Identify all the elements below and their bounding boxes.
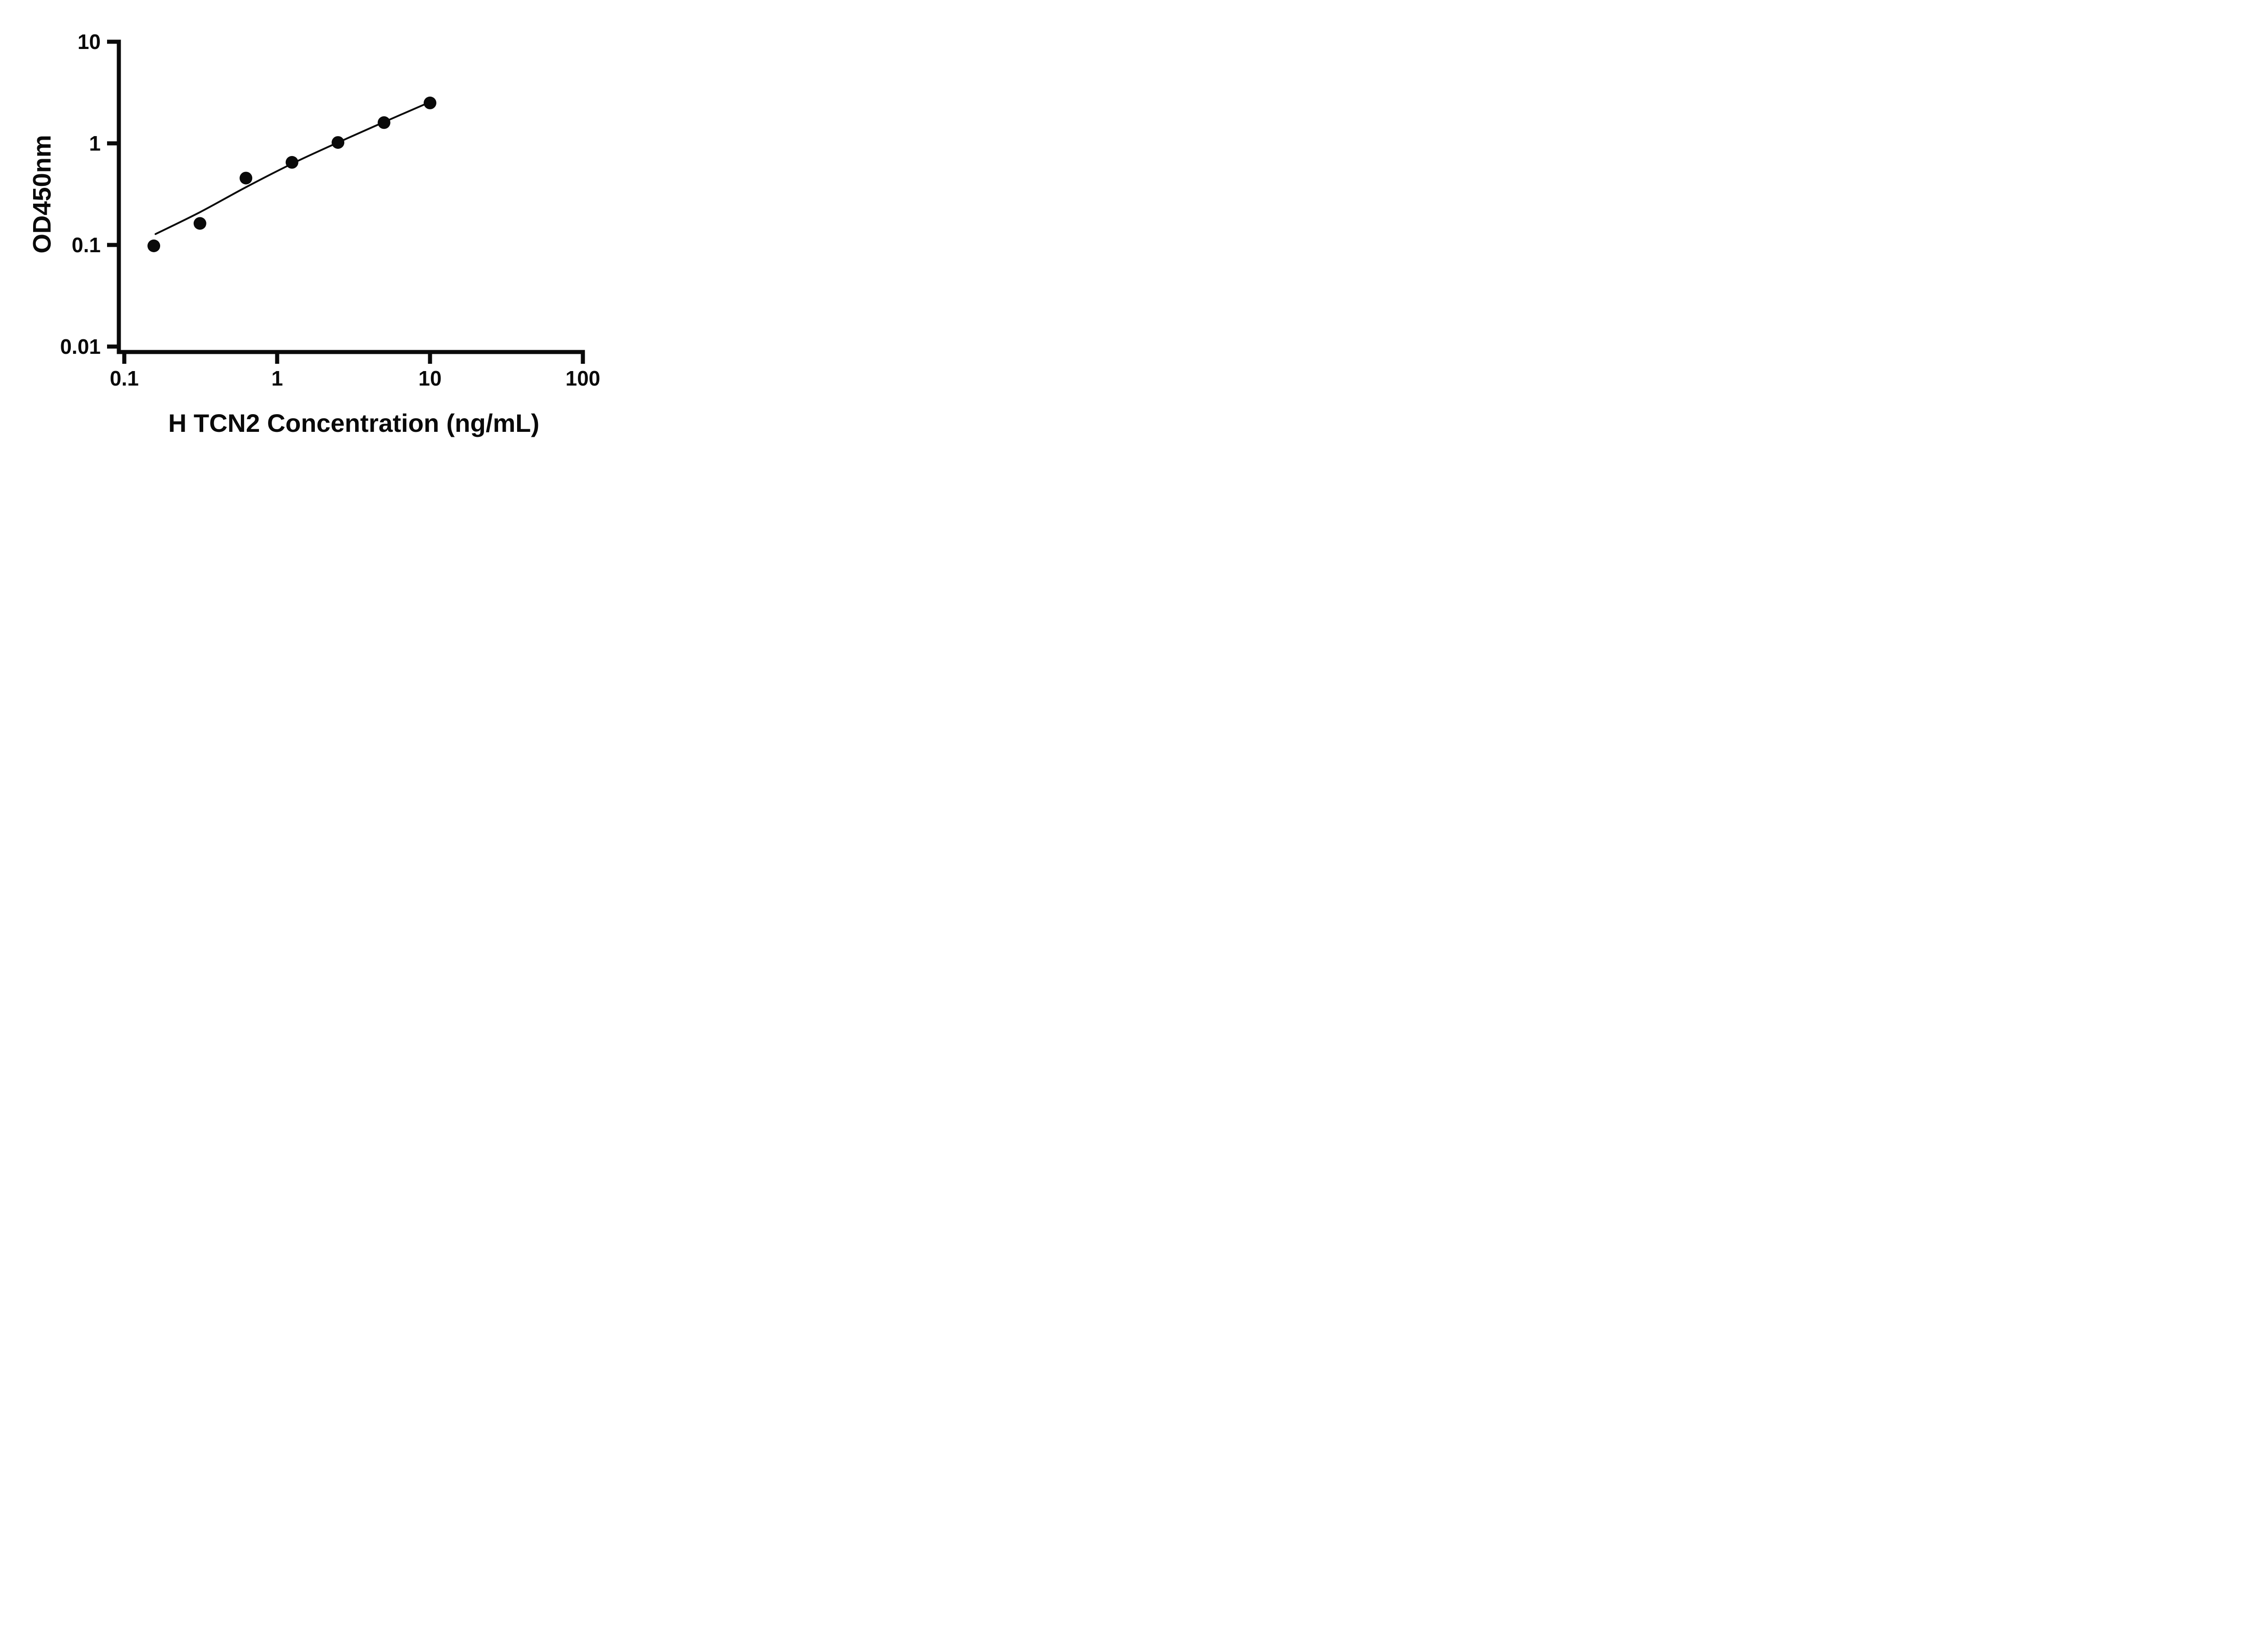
chart-page: 0.1 1 10 100 0.01 0.1 1 10 OD450nm H TCN2 Conce… — [0, 0, 641, 454]
data-point-marker — [424, 96, 436, 109]
data-point-marker — [240, 171, 253, 185]
data-point-marker — [285, 156, 298, 169]
y-axis-tick-label: 10 — [78, 30, 101, 54]
y-axis-tick-label: 0.1 — [72, 233, 101, 257]
data-point-marker — [332, 136, 345, 149]
chart-canvas: 0.1 1 10 100 0.01 0.1 1 10 — [60, 30, 601, 390]
elisa-standard-curve-chart: 0.1 1 10 100 0.01 0.1 1 10 OD450nm H TCN2 Conce… — [0, 0, 641, 454]
x-axis-tick-label: 10 — [418, 367, 441, 390]
data-point-marker — [147, 240, 161, 252]
x-axis-tick-label: 100 — [566, 367, 601, 390]
data-point-marker — [193, 217, 206, 230]
x-axis-title: H TCN2 Concentration (ng/mL) — [168, 409, 540, 437]
y-axis-title: OD450nm — [27, 135, 56, 254]
y-axis-tick-label: 1 — [89, 132, 101, 155]
axis-spine — [117, 39, 585, 354]
x-axis-tick-label: 0.1 — [110, 367, 139, 390]
y-axis-tick-label: 0.01 — [60, 335, 101, 358]
x-axis-tick-label: 1 — [271, 367, 283, 390]
data-point-marker — [377, 116, 391, 129]
